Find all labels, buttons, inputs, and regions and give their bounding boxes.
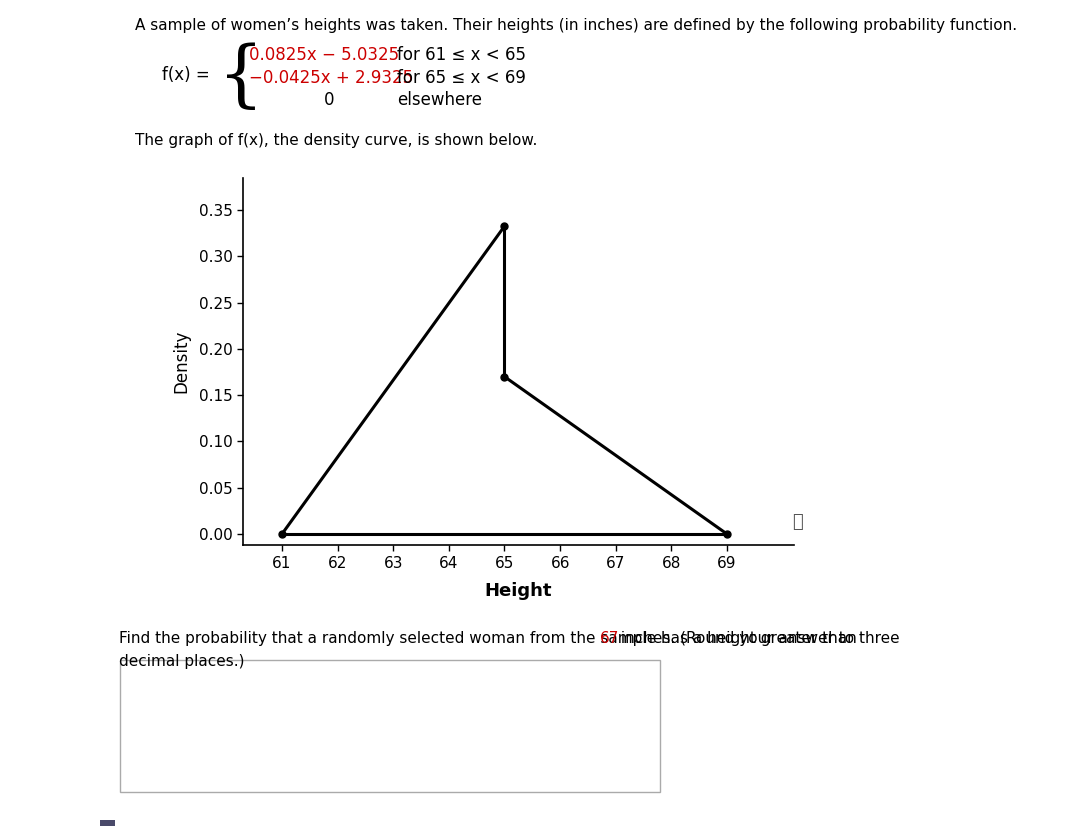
Text: 0.0825x − 5.0325: 0.0825x − 5.0325 (249, 46, 400, 64)
Text: {: { (218, 42, 265, 113)
Text: Find the probability that a randomly selected woman from the sample has a height: Find the probability that a randomly sel… (119, 631, 862, 646)
Text: The graph of f(x), the density curve, is shown below.: The graph of f(x), the density curve, is… (135, 133, 538, 148)
Text: for 61 ≤ x < 65: for 61 ≤ x < 65 (397, 46, 526, 64)
Text: −0.0425x + 2.9325: −0.0425x + 2.9325 (249, 69, 414, 87)
Text: inches. (Round your answer to three: inches. (Round your answer to three (616, 631, 900, 646)
Text: 67: 67 (599, 631, 619, 646)
Text: Part 1 of 3: Part 1 of 3 (121, 588, 211, 603)
Text: for 65 ≤ x < 69: for 65 ≤ x < 69 (397, 69, 526, 87)
Text: ⓘ: ⓘ (792, 513, 802, 531)
Text: elsewhere: elsewhere (397, 91, 483, 109)
X-axis label: Height: Height (485, 582, 552, 600)
Text: A sample of women’s heights was taken. Their heights (in inches) are defined by : A sample of women’s heights was taken. T… (135, 18, 1017, 33)
Text: f(x) =: f(x) = (162, 66, 210, 84)
Y-axis label: Density: Density (173, 330, 190, 393)
Bar (100, 820, 114, 826)
Text: 0: 0 (324, 91, 335, 109)
Text: decimal places.): decimal places.) (119, 654, 244, 669)
